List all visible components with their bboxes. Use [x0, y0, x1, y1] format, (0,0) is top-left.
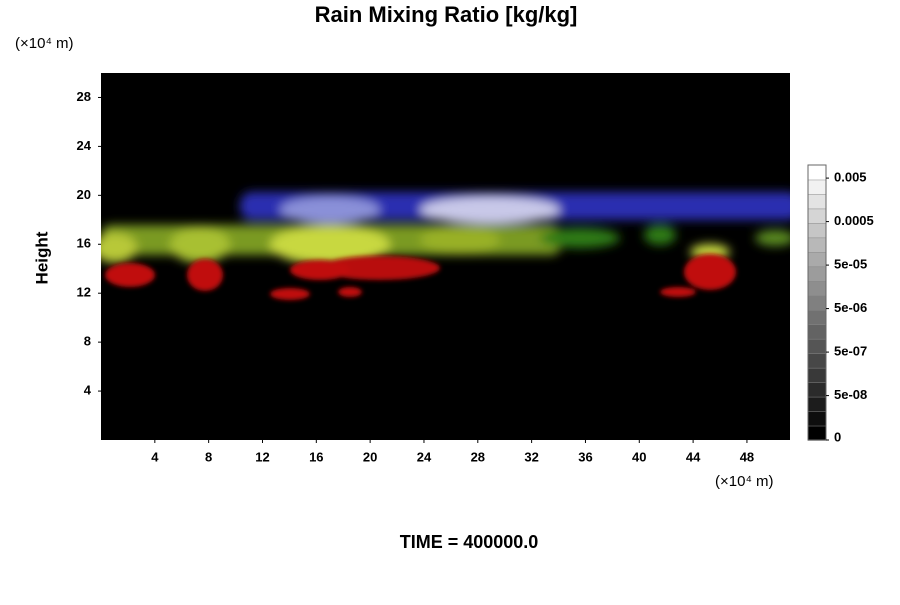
red-patch: [684, 254, 736, 290]
colorbar-step: [807, 208, 827, 224]
colorbar: 0.005 0.0005 5e-05 5e-06 5e-07 5e-08 0: [807, 164, 874, 444]
x-tick-label: 36: [578, 449, 592, 464]
colorbar-step: [807, 425, 827, 441]
y-tick-label: 16: [77, 236, 91, 251]
y-tick-label: 4: [84, 383, 92, 398]
red-patch: [320, 256, 440, 280]
colorbar-step: [807, 237, 827, 253]
colorbar-step: [807, 193, 827, 210]
colorbar-step: [807, 266, 827, 282]
x-unit: (×10⁴ m): [715, 473, 774, 490]
y-tick-label: 20: [77, 187, 91, 202]
colorbar-step: [807, 280, 827, 297]
colorbar-step: [807, 179, 827, 195]
x-tick-label: 16: [309, 449, 323, 464]
y-axis-label: Height: [32, 231, 51, 284]
x-tick-label: 12: [255, 449, 269, 464]
colorbar-step: [807, 251, 827, 268]
colorbar-step: [807, 410, 827, 427]
light-patch: [280, 196, 380, 224]
colorbar-step: [807, 309, 827, 325]
colorbar-frame: [807, 164, 827, 441]
colorbar-step: [807, 222, 827, 239]
colorbar-tick-label: 0.0005: [834, 213, 874, 228]
yellow-patch: [101, 233, 137, 263]
x-tick-label: 20: [363, 449, 377, 464]
volume-render: [101, 192, 790, 300]
green-patch: [540, 228, 620, 248]
colorbar-tick-label: 0: [834, 429, 841, 444]
red-patch: [187, 259, 223, 291]
colorbar-tick-label: 5e-08: [834, 387, 867, 402]
colorbar-tick-label: 5e-06: [834, 300, 867, 315]
light-patch: [420, 196, 560, 224]
colorbar-step: [807, 295, 827, 311]
green-patch: [755, 230, 790, 246]
x-tick-label: 32: [524, 449, 538, 464]
x-tick-label: 44: [686, 449, 701, 464]
colorbar-tick-label: 0.005: [834, 170, 867, 185]
yellow-patch: [270, 225, 390, 265]
x-tick-label: 4: [151, 449, 159, 464]
yellow-patch: [170, 227, 230, 263]
x-tick-label: 40: [632, 449, 646, 464]
colorbar-step: [807, 338, 827, 354]
y-unit: (×10⁴ m): [15, 35, 74, 52]
colorbar-step: [807, 352, 827, 369]
red-patch: [105, 263, 155, 287]
footer-time: TIME = 400000.0: [400, 532, 539, 552]
green-patch: [644, 225, 676, 245]
y-tick-label: 24: [77, 138, 92, 153]
colorbar-step: [807, 164, 827, 181]
y-tick-label: 28: [77, 89, 91, 104]
x-tick-label: 24: [417, 449, 432, 464]
y-tick-label: 8: [84, 334, 91, 349]
y-tick-label: 12: [77, 285, 91, 300]
colorbar-tick-label: 5e-07: [834, 344, 867, 359]
colorbar-step: [807, 323, 827, 340]
colorbar-step: [807, 367, 827, 383]
red-patch: [660, 287, 696, 297]
x-tick-label: 48: [740, 449, 754, 464]
red-patch: [290, 260, 350, 280]
red-patch: [270, 288, 310, 300]
colorbar-step: [807, 381, 827, 398]
red-patch: [338, 287, 362, 297]
yellow-patch: [420, 226, 500, 254]
colorbar-step: [807, 396, 827, 412]
chart-title: Rain Mixing Ratio [kg/kg]: [315, 2, 578, 27]
red-blobs: [105, 254, 736, 300]
colorbar-tick-label: 5e-05: [834, 257, 867, 272]
x-tick-label: 8: [205, 449, 212, 464]
x-tick-label: 28: [471, 449, 485, 464]
